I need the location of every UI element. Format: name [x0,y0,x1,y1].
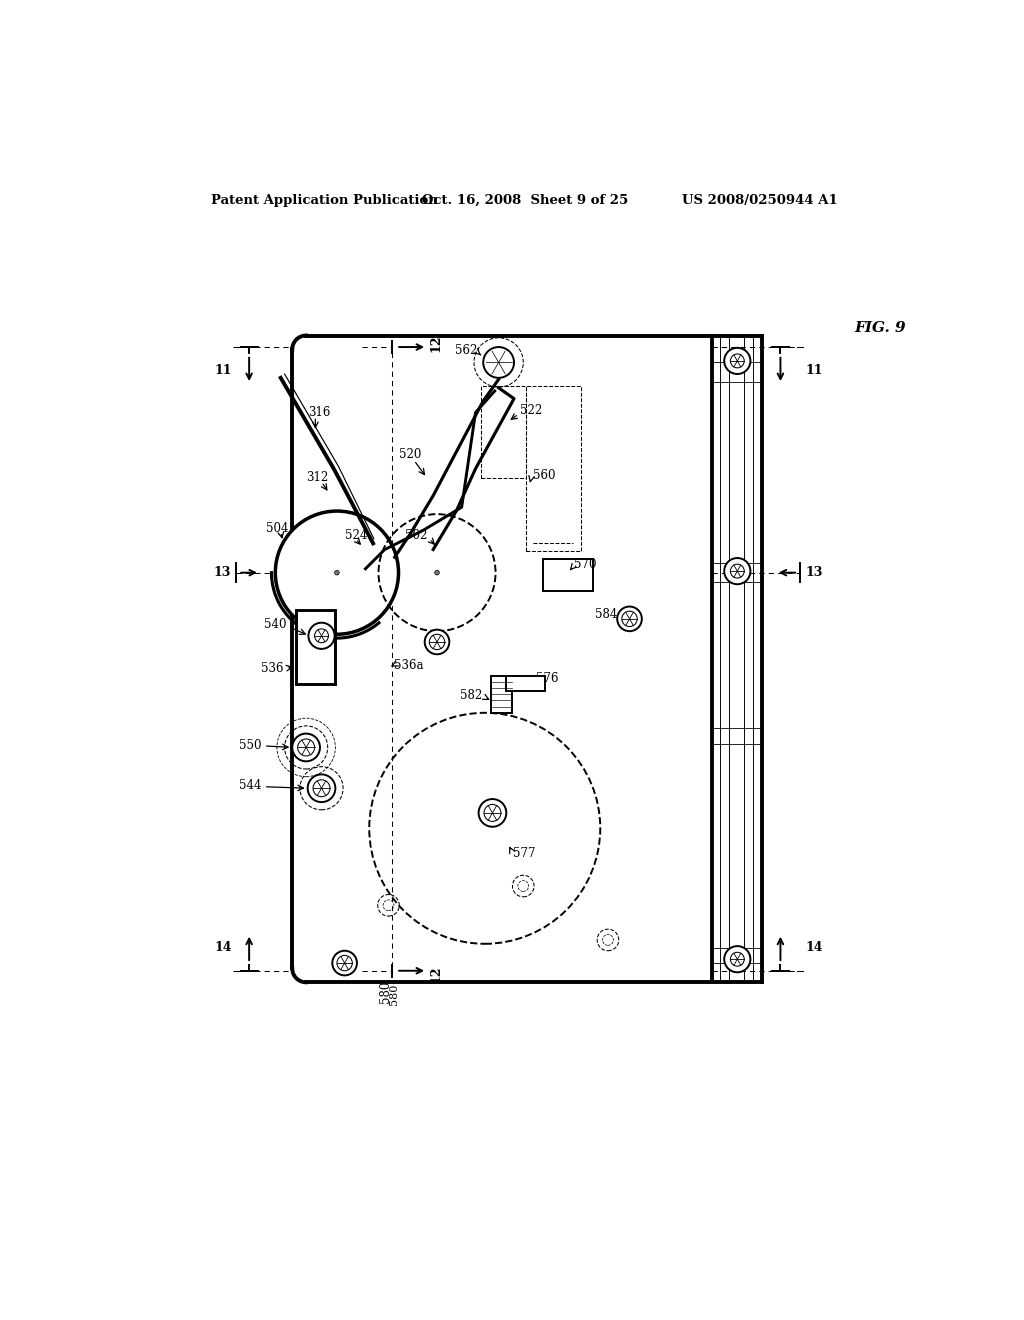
Text: 11: 11 [215,363,232,376]
Text: Patent Application Publication: Patent Application Publication [211,194,438,207]
Text: 562: 562 [455,345,477,358]
Circle shape [429,635,444,649]
Text: 584: 584 [595,607,617,620]
Circle shape [483,347,514,378]
Circle shape [484,804,501,821]
Bar [490,676,512,713]
Circle shape [333,950,357,975]
Text: 520: 520 [398,449,421,462]
Circle shape [292,734,319,762]
Text: FIG. 9: FIG. 9 [854,321,906,335]
Circle shape [617,607,642,631]
Bar [296,610,335,684]
Circle shape [730,354,744,368]
Circle shape [308,623,335,649]
Text: 12: 12 [429,966,442,983]
Text: 576: 576 [537,672,559,685]
Bar [525,385,581,552]
Text: 582: 582 [460,689,482,702]
Text: 13: 13 [806,566,823,579]
Bar [543,558,593,591]
Text: 524: 524 [345,529,367,543]
Circle shape [730,952,744,966]
Text: 536: 536 [261,661,284,675]
Circle shape [724,558,751,585]
Text: 522: 522 [520,404,543,417]
Text: 13: 13 [213,566,230,579]
Circle shape [335,570,339,576]
Circle shape [425,630,450,655]
Circle shape [622,611,637,627]
Circle shape [724,348,751,374]
Text: 14: 14 [805,941,822,954]
Text: 550: 550 [239,739,261,751]
Circle shape [307,775,336,803]
Text: 504: 504 [266,521,289,535]
Text: 544: 544 [239,779,261,792]
Bar [506,676,545,692]
Text: 570: 570 [574,558,597,572]
Text: 502: 502 [404,529,427,543]
Text: 580: 580 [379,981,391,1003]
Circle shape [435,570,439,576]
Text: 580: 580 [388,983,398,1005]
Circle shape [275,511,398,635]
Text: 312: 312 [306,471,329,484]
Circle shape [730,564,744,578]
Text: Oct. 16, 2008  Sheet 9 of 25: Oct. 16, 2008 Sheet 9 of 25 [422,194,628,207]
Text: 11: 11 [805,363,822,376]
Circle shape [298,739,314,756]
Text: 14: 14 [215,941,232,954]
Circle shape [314,628,329,643]
Circle shape [724,946,751,973]
Text: 577: 577 [513,847,536,861]
Text: US 2008/0250944 A1: US 2008/0250944 A1 [682,194,838,207]
Circle shape [478,799,506,826]
Text: 316: 316 [307,407,330,418]
Text: 12: 12 [429,334,442,352]
Text: 536a: 536a [394,659,423,672]
Circle shape [337,956,352,970]
Bar [481,385,525,478]
Text: 560: 560 [532,469,555,482]
Text: 540: 540 [263,618,286,631]
Circle shape [313,780,330,797]
